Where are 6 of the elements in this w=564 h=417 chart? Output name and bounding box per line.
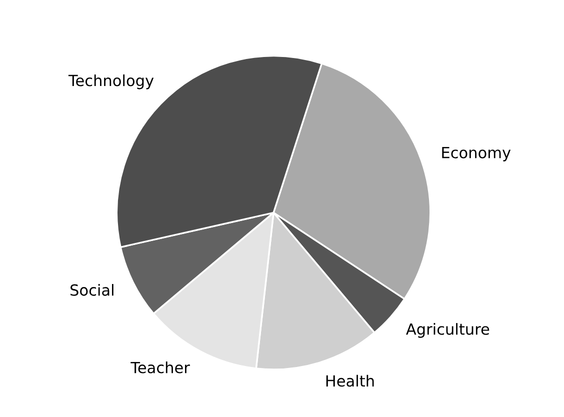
- slice-label: Social: [70, 284, 114, 296]
- slice-label: Agriculture: [406, 323, 490, 338]
- slice-label: Health: [326, 374, 374, 387]
- slice-label: Teacher: [130, 361, 190, 374]
- slice-label: Technology: [68, 74, 154, 90]
- slice-label: Economy: [442, 147, 511, 162]
